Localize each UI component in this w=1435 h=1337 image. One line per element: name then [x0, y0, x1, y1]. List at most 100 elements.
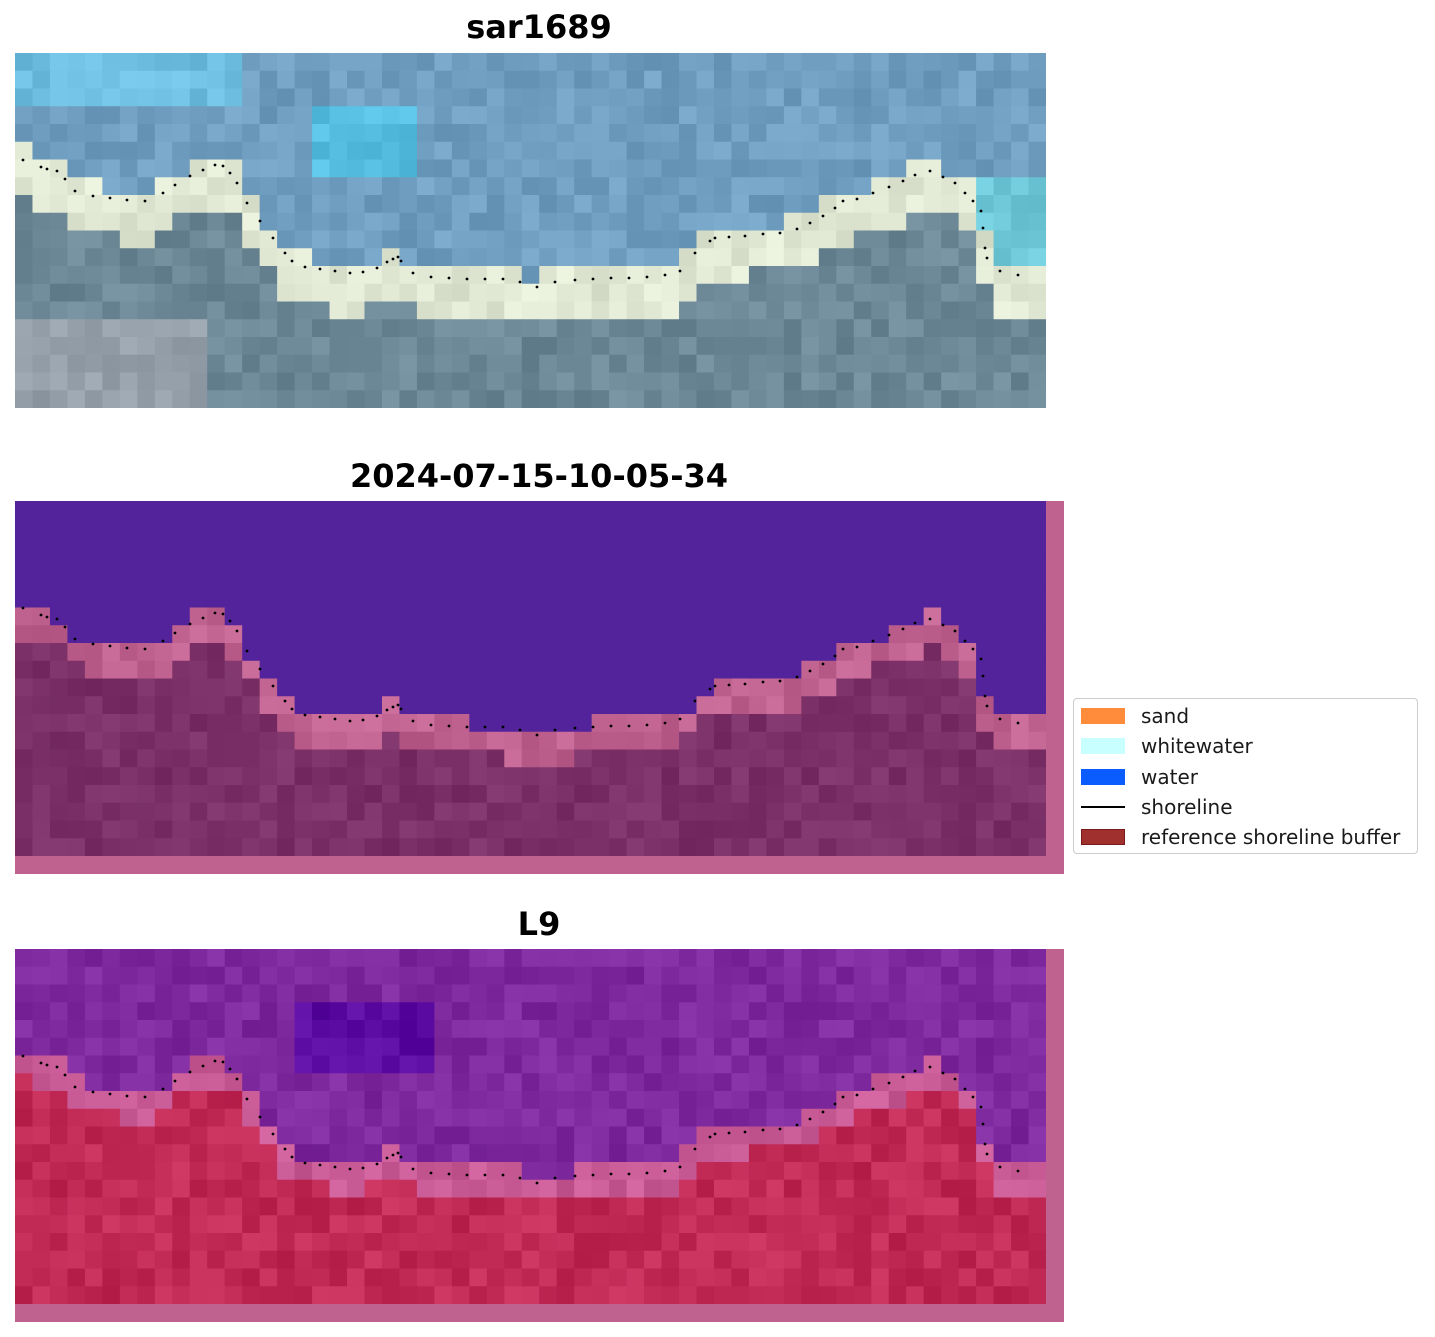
shoreline-point: [693, 699, 697, 703]
shoreline-point: [887, 1081, 891, 1085]
shoreline-point: [245, 1097, 249, 1101]
shoreline-point: [161, 639, 165, 643]
shoreline-point: [108, 644, 112, 648]
shoreline-point: [221, 164, 225, 168]
shoreline-point: [981, 1122, 985, 1126]
shoreline-point: [399, 707, 403, 711]
shoreline-point: [258, 667, 262, 671]
buffer-edge-bottom: [15, 856, 1064, 874]
shoreline-point: [385, 1156, 389, 1160]
shoreline-point: [91, 642, 95, 646]
shoreline-point: [887, 185, 891, 189]
shoreline-point: [591, 725, 595, 729]
shoreline-point: [161, 191, 165, 195]
shoreline-point: [333, 717, 337, 721]
shoreline-point: [447, 1172, 451, 1176]
shoreline-point: [348, 719, 352, 723]
shoreline-point: [501, 1173, 505, 1177]
shoreline-point: [953, 629, 957, 633]
shoreline-point: [399, 259, 403, 263]
shoreline-points: [21, 158, 1020, 289]
shoreline-point: [778, 1127, 782, 1131]
shoreline-point: [678, 717, 682, 721]
shoreline-point: [63, 1073, 67, 1077]
shoreline-point: [941, 1071, 945, 1075]
shoreline-point: [953, 181, 957, 185]
shoreline-point: [591, 277, 595, 281]
shoreline-point: [795, 1123, 799, 1127]
shoreline-point: [591, 1173, 595, 1177]
shoreline-point: [743, 682, 747, 686]
legend-item-shoreline: shoreline: [1081, 795, 1233, 819]
shoreline-point: [361, 270, 365, 274]
shoreline-point: [411, 271, 415, 275]
shoreline-point: [663, 1169, 667, 1173]
rgb-image-panel: [15, 53, 1046, 408]
shoreline-point: [535, 1181, 539, 1185]
shoreline-point: [708, 687, 712, 691]
shoreline-point: [761, 1128, 765, 1132]
shoreline-point: [985, 1152, 989, 1156]
shoreline-point: [245, 649, 249, 653]
shoreline-point: [573, 726, 577, 730]
classification-image: [15, 501, 1064, 874]
buffer-edge-right: [1046, 949, 1064, 1322]
shoreline-point: [143, 199, 147, 203]
shoreline-point: [271, 236, 275, 240]
shoreline-point: [411, 1167, 415, 1171]
shoreline-point: [399, 1155, 403, 1159]
shoreline-point: [979, 657, 983, 661]
shoreline-point: [213, 163, 217, 167]
shoreline-point: [998, 269, 1002, 273]
classification-pixels: [15, 501, 1046, 856]
shoreline-point: [821, 662, 825, 666]
shoreline-point: [553, 1176, 557, 1180]
shoreline-point: [913, 1069, 917, 1073]
shoreline-point: [627, 276, 631, 280]
shoreline-point: [348, 1167, 352, 1171]
legend-label-reference-buffer: reference shoreline buffer: [1141, 825, 1401, 849]
shoreline-point: [318, 1163, 322, 1167]
shoreline-points: [21, 1054, 1020, 1185]
shoreline-point: [228, 619, 232, 623]
shoreline-point: [429, 275, 433, 279]
shoreline-point: [727, 683, 731, 687]
buffer-edge-right: [1046, 501, 1064, 874]
legend: sand whitewater water shoreline referenc…: [1073, 698, 1418, 854]
shoreline-point: [678, 269, 682, 273]
shoreline-point: [290, 1155, 294, 1159]
shoreline-point: [361, 1166, 365, 1170]
shoreline-point: [693, 251, 697, 255]
legend-item-water: water: [1081, 765, 1198, 789]
shoreline-point: [258, 219, 262, 223]
shoreline-point: [887, 633, 891, 637]
shoreline-point: [983, 694, 987, 698]
shoreline-point: [901, 1075, 905, 1079]
shoreline-point: [795, 227, 799, 231]
shoreline-point: [228, 1067, 232, 1071]
classification-panel: [15, 501, 1064, 874]
shoreline-point: [971, 647, 975, 651]
shoreline-point: [985, 704, 989, 708]
shoreline-point: [1016, 273, 1020, 277]
shoreline-point: [21, 1054, 25, 1058]
shoreline-point: [55, 169, 59, 173]
shoreline-point: [518, 728, 522, 732]
shoreline-point: [188, 622, 192, 626]
shoreline-point: [609, 276, 613, 280]
shoreline-point: [981, 674, 985, 678]
shoreline-point: [161, 1087, 165, 1091]
shoreline-point: [125, 646, 129, 650]
shoreline-point: [385, 260, 389, 264]
panel-title-3: L9: [517, 905, 561, 943]
shoreline-point: [465, 725, 469, 729]
shoreline-point: [971, 199, 975, 203]
shoreline-point: [778, 679, 782, 683]
shoreline-point: [201, 1064, 205, 1068]
shoreline-point: [396, 703, 400, 707]
shoreline-point: [821, 214, 825, 218]
shoreline-point: [45, 1063, 49, 1067]
shoreline-point: [941, 623, 945, 627]
shoreline-point: [63, 625, 67, 629]
shoreline-point: [125, 1094, 129, 1098]
